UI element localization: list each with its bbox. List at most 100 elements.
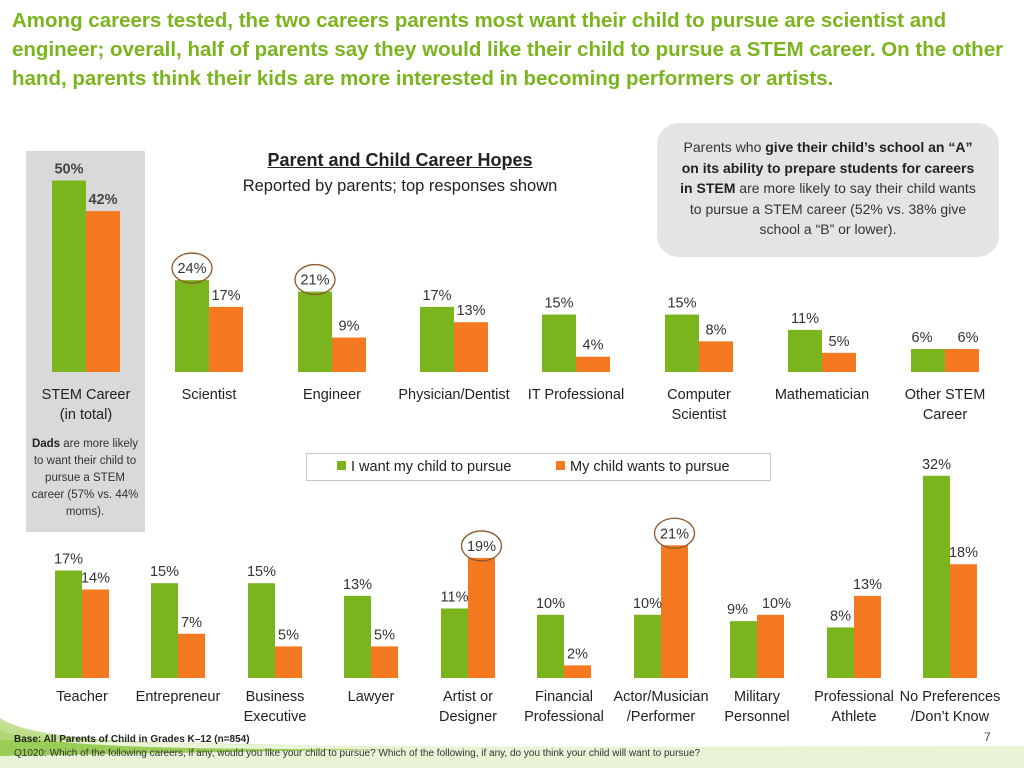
highlight-circle-child-non-stem-6 xyxy=(653,517,696,549)
legend-label-want: I want my child to pursue xyxy=(351,459,512,475)
bar-child-stem-6 xyxy=(822,352,856,372)
category-label-non-stem-9-1: /Don’t Know xyxy=(911,709,990,725)
bar-child-stem-2 xyxy=(332,337,366,372)
category-label-stem-1-0: Scientist xyxy=(182,387,237,403)
category-label-stem-7-1: Career xyxy=(923,407,967,423)
data-label-want-non-stem-2: 15% xyxy=(247,564,276,580)
highlight-circle-want-stem-2 xyxy=(294,263,336,296)
bar-want-non-stem-7 xyxy=(730,621,757,678)
bar-child-non-stem-4 xyxy=(468,557,495,678)
bar-child-non-stem-0 xyxy=(82,589,109,678)
data-label-child-stem-0: 42% xyxy=(88,192,117,208)
bar-child-stem-1 xyxy=(209,306,243,372)
legend-label-child: My child wants to pursue xyxy=(570,459,730,475)
data-label-want-non-stem-6: 10% xyxy=(633,596,662,612)
headline: Among careers tested, the two careers pa… xyxy=(12,9,1004,90)
bar-child-stem-7 xyxy=(945,349,979,372)
category-label-non-stem-7-1: Personnel xyxy=(724,709,789,725)
bar-want-stem-6 xyxy=(788,329,822,372)
bar-child-non-stem-8 xyxy=(854,595,881,678)
bar-child-non-stem-5 xyxy=(564,665,591,678)
data-label-want-non-stem-8: 8% xyxy=(830,608,851,624)
bar-want-non-stem-6 xyxy=(634,614,661,678)
bar-child-non-stem-2 xyxy=(275,646,302,678)
highlight-circle-want-stem-1 xyxy=(171,252,213,284)
footer-question-note: Q1020: Which of the following careers, i… xyxy=(14,748,701,759)
data-label-want-stem-1: 24% xyxy=(177,261,206,277)
data-label-child-non-stem-1: 7% xyxy=(181,615,202,631)
bar-want-stem-3 xyxy=(420,306,454,372)
data-label-want-non-stem-9: 32% xyxy=(922,457,951,473)
chart-title: Parent and Child Career Hopes xyxy=(267,150,533,170)
bar-child-stem-5 xyxy=(699,341,733,372)
category-label-stem-6-0: Mathematician xyxy=(775,387,869,403)
data-label-child-non-stem-3: 5% xyxy=(374,627,395,643)
category-label-stem-2-0: Engineer xyxy=(303,387,361,403)
category-label-stem-5-1: Scientist xyxy=(672,407,727,423)
legend-swatch-child xyxy=(556,461,565,470)
bar-child-non-stem-7 xyxy=(757,614,784,678)
category-label-non-stem-4-1: Designer xyxy=(439,709,497,725)
data-label-child-non-stem-7: 10% xyxy=(762,596,791,612)
bar-want-stem-7 xyxy=(911,349,945,372)
data-label-child-non-stem-0: 14% xyxy=(81,571,110,587)
footer-swoosh xyxy=(0,718,1024,768)
category-label-non-stem-5-1: Professional xyxy=(524,709,604,725)
category-label-non-stem-8-0: Professional xyxy=(814,689,894,705)
bar-want-stem-1 xyxy=(175,280,209,372)
category-label-non-stem-1-0: Entrepreneur xyxy=(136,689,221,705)
legend-swatch-want xyxy=(337,461,346,470)
data-label-child-stem-3: 13% xyxy=(456,303,485,319)
data-label-child-non-stem-8: 13% xyxy=(853,577,882,593)
data-label-want-non-stem-5: 10% xyxy=(536,596,565,612)
bar-want-stem-5 xyxy=(665,314,699,372)
category-label-non-stem-7-0: Military xyxy=(734,689,781,705)
data-label-child-non-stem-5: 2% xyxy=(567,646,588,662)
bar-want-non-stem-4 xyxy=(441,608,468,678)
data-label-want-stem-3: 17% xyxy=(422,288,451,304)
category-label-stem-3-0: Physician/Dentist xyxy=(398,387,509,403)
bar-want-stem-2 xyxy=(298,291,332,372)
category-label-non-stem-2-0: Business xyxy=(246,689,305,705)
bar-child-non-stem-9 xyxy=(950,564,977,678)
data-label-child-stem-4: 4% xyxy=(583,338,604,354)
data-label-want-non-stem-7: 9% xyxy=(727,602,748,618)
bar-child-stem-4 xyxy=(576,356,610,372)
legend-item-child: My child wants to pursue xyxy=(556,459,730,475)
callout-text-post: are more likely to say their child wants… xyxy=(689,180,976,237)
data-label-child-stem-1: 17% xyxy=(211,288,240,304)
bar-want-stem-4 xyxy=(542,314,576,372)
dads-note: Dads are more likely to want their child… xyxy=(28,436,142,521)
callout-text-pre: Parents who xyxy=(683,139,766,155)
bar-want-non-stem-3 xyxy=(344,595,371,678)
category-label-non-stem-6-1: /Performer xyxy=(627,709,696,725)
chart-subtitle: Reported by parents; top responses shown xyxy=(242,177,558,195)
data-label-want-stem-4: 15% xyxy=(544,296,573,312)
data-label-child-non-stem-6: 21% xyxy=(660,526,689,542)
category-label-non-stem-9-0: No Preferences xyxy=(900,689,1001,705)
data-label-child-stem-2: 9% xyxy=(339,319,360,335)
legend-item-want: I want my child to pursue xyxy=(337,459,511,475)
bar-want-stem-0 xyxy=(52,180,86,372)
category-label-non-stem-8-1: Athlete xyxy=(831,709,876,725)
bar-child-non-stem-1 xyxy=(178,633,205,678)
school-grade-callout: Parents who give their child’s school an… xyxy=(657,123,999,257)
data-label-child-non-stem-4: 19% xyxy=(467,539,496,555)
category-label-stem-4-0: IT Professional xyxy=(528,387,624,403)
data-label-want-stem-2: 21% xyxy=(300,273,329,289)
category-label-stem-0-0: STEM Career xyxy=(42,387,131,403)
callout-text-bold: give their child’s school an “A” on its … xyxy=(680,139,975,196)
dads-note-text: are more likely to want their child to p… xyxy=(31,438,139,518)
data-label-want-stem-5: 15% xyxy=(667,296,696,312)
category-label-non-stem-4-0: Artist or xyxy=(443,689,493,705)
highlight-circle-child-non-stem-4 xyxy=(460,530,503,562)
bar-want-non-stem-5 xyxy=(537,614,564,678)
data-label-want-stem-6: 11% xyxy=(791,311,819,327)
bar-want-non-stem-2 xyxy=(248,583,275,678)
category-label-non-stem-6-0: Actor/Musician xyxy=(613,689,708,705)
data-label-want-stem-7: 6% xyxy=(912,330,933,346)
category-label-non-stem-5-0: Financial xyxy=(535,689,593,705)
category-label-non-stem-2-1: Executive xyxy=(244,709,307,725)
category-label-non-stem-0-0: Teacher xyxy=(56,689,108,705)
